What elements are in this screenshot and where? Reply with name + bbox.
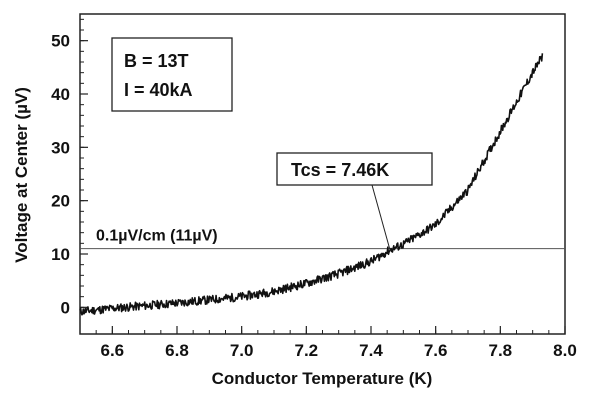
y-tick-label: 0 <box>61 298 70 317</box>
info-box-field-line: B = 13T <box>124 51 189 71</box>
info-box-frame <box>111 37 233 112</box>
info-box-current-line: I = 40kA <box>124 80 193 100</box>
y-tick-label: 50 <box>51 32 70 51</box>
series-line <box>79 53 544 316</box>
annotation-text: Tcs = 7.46K <box>291 160 389 180</box>
x-tick-label: 7.8 <box>489 341 513 360</box>
reference-line-label: 0.1µV/cm (11µV) <box>96 228 218 245</box>
x-tick-label: 7.2 <box>295 341 319 360</box>
tick-marks <box>79 18 566 334</box>
y-tick-label: 10 <box>51 245 70 264</box>
y-tick-labels: 0 10 20 30 40 50 <box>51 32 70 318</box>
x-tick-label: 7.4 <box>359 341 383 360</box>
x-tick-label: 7.6 <box>424 341 448 360</box>
y-tick-label: 20 <box>51 192 70 211</box>
annotation-arrow <box>371 184 391 252</box>
y-tick-label: 40 <box>51 85 70 104</box>
y-axis-title: Voltage at Center (µV) <box>12 87 31 263</box>
x-tick-label: 6.6 <box>101 341 125 360</box>
x-tick-label: 8.0 <box>553 341 577 360</box>
x-tick-label: 7.0 <box>230 341 254 360</box>
info-box: B = 13T I = 40kA <box>111 37 233 112</box>
tcs-annotation: Tcs = 7.46K <box>276 152 433 252</box>
x-axis-title: Conductor Temperature (K) <box>212 369 433 388</box>
x-tick-labels: 6.6 6.8 7.0 7.2 7.4 7.6 7.8 8.0 <box>101 341 577 360</box>
y-tick-label: 30 <box>51 138 70 157</box>
x-tick-label: 6.8 <box>165 341 189 360</box>
annotation-box <box>276 152 433 186</box>
